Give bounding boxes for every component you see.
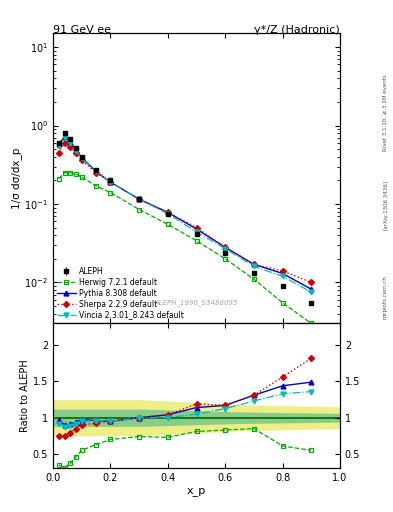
Sherpa 2.2.9 default bbox=[137, 196, 141, 202]
Vincia 2.3.01_8.243 default bbox=[108, 179, 113, 185]
Sherpa 2.2.9 default bbox=[62, 140, 67, 146]
Line: Vincia 2.3.01_8.243 default: Vincia 2.3.01_8.243 default bbox=[56, 135, 314, 294]
Herwig 7.2.1 default bbox=[137, 206, 141, 212]
Herwig 7.2.1 default bbox=[94, 183, 99, 189]
Pythia 8.308 default bbox=[309, 286, 314, 292]
X-axis label: x_p: x_p bbox=[187, 486, 206, 496]
Sherpa 2.2.9 default bbox=[79, 157, 84, 163]
Pythia 8.308 default bbox=[137, 196, 141, 202]
Line: Sherpa 2.2.9 default: Sherpa 2.2.9 default bbox=[57, 141, 313, 285]
Vincia 2.3.01_8.243 default bbox=[73, 147, 78, 154]
Pythia 8.308 default bbox=[73, 147, 78, 153]
Herwig 7.2.1 default bbox=[57, 176, 61, 182]
Herwig 7.2.1 default bbox=[165, 221, 170, 227]
Herwig 7.2.1 default bbox=[73, 171, 78, 177]
Pythia 8.308 default bbox=[68, 139, 73, 145]
Text: γ*/Z (Hadronic): γ*/Z (Hadronic) bbox=[254, 25, 340, 35]
Herwig 7.2.1 default bbox=[280, 300, 285, 306]
Sherpa 2.2.9 default bbox=[194, 224, 199, 230]
Text: mcplots.cern.ch: mcplots.cern.ch bbox=[383, 275, 387, 319]
Vincia 2.3.01_8.243 default bbox=[68, 140, 73, 146]
Line: Herwig 7.2.1 default: Herwig 7.2.1 default bbox=[56, 170, 314, 326]
Sherpa 2.2.9 default bbox=[68, 143, 73, 150]
Vincia 2.3.01_8.243 default bbox=[165, 211, 170, 217]
Sherpa 2.2.9 default bbox=[57, 150, 61, 156]
Pythia 8.308 default bbox=[252, 261, 256, 267]
Text: [arXiv:1306.3436]: [arXiv:1306.3436] bbox=[383, 180, 387, 230]
Y-axis label: 1/σ dσ/dx_p: 1/σ dσ/dx_p bbox=[11, 147, 22, 209]
Vincia 2.3.01_8.243 default bbox=[252, 263, 256, 269]
Vincia 2.3.01_8.243 default bbox=[223, 245, 228, 251]
Line: Pythia 8.308 default: Pythia 8.308 default bbox=[56, 134, 314, 292]
Vincia 2.3.01_8.243 default bbox=[137, 196, 141, 202]
Herwig 7.2.1 default bbox=[252, 276, 256, 282]
Y-axis label: Ratio to ALEPH: Ratio to ALEPH bbox=[20, 359, 30, 432]
Text: ALEPH_1996_S3486095: ALEPH_1996_S3486095 bbox=[155, 299, 238, 306]
Sherpa 2.2.9 default bbox=[309, 280, 314, 286]
Text: 91 GeV ee: 91 GeV ee bbox=[53, 25, 111, 35]
Sherpa 2.2.9 default bbox=[165, 209, 170, 216]
Pythia 8.308 default bbox=[57, 141, 61, 147]
Pythia 8.308 default bbox=[108, 179, 113, 185]
Herwig 7.2.1 default bbox=[79, 174, 84, 180]
Sherpa 2.2.9 default bbox=[94, 169, 99, 176]
Vincia 2.3.01_8.243 default bbox=[57, 143, 61, 149]
Pythia 8.308 default bbox=[94, 168, 99, 175]
Sherpa 2.2.9 default bbox=[280, 268, 285, 274]
Vincia 2.3.01_8.243 default bbox=[194, 229, 199, 235]
Vincia 2.3.01_8.243 default bbox=[309, 289, 314, 295]
Herwig 7.2.1 default bbox=[108, 189, 113, 196]
Pythia 8.308 default bbox=[194, 226, 199, 232]
Herwig 7.2.1 default bbox=[68, 169, 73, 176]
Text: Rivet 3.1.10, ≥ 3.2M events: Rivet 3.1.10, ≥ 3.2M events bbox=[383, 74, 387, 151]
Vincia 2.3.01_8.243 default bbox=[62, 135, 67, 141]
Pythia 8.308 default bbox=[280, 270, 285, 276]
Pythia 8.308 default bbox=[79, 155, 84, 161]
Sherpa 2.2.9 default bbox=[223, 244, 228, 250]
Herwig 7.2.1 default bbox=[62, 169, 67, 176]
Sherpa 2.2.9 default bbox=[252, 261, 256, 267]
Pythia 8.308 default bbox=[165, 209, 170, 216]
Herwig 7.2.1 default bbox=[309, 321, 314, 327]
Vincia 2.3.01_8.243 default bbox=[94, 168, 99, 175]
Pythia 8.308 default bbox=[223, 244, 228, 250]
Vincia 2.3.01_8.243 default bbox=[79, 156, 84, 162]
Sherpa 2.2.9 default bbox=[108, 179, 113, 185]
Pythia 8.308 default bbox=[62, 134, 67, 140]
Vincia 2.3.01_8.243 default bbox=[280, 273, 285, 279]
Herwig 7.2.1 default bbox=[223, 255, 228, 262]
Herwig 7.2.1 default bbox=[194, 238, 199, 244]
Sherpa 2.2.9 default bbox=[73, 151, 78, 157]
Legend: ALEPH, Herwig 7.2.1 default, Pythia 8.308 default, Sherpa 2.2.9 default, Vincia : ALEPH, Herwig 7.2.1 default, Pythia 8.30… bbox=[55, 265, 186, 322]
